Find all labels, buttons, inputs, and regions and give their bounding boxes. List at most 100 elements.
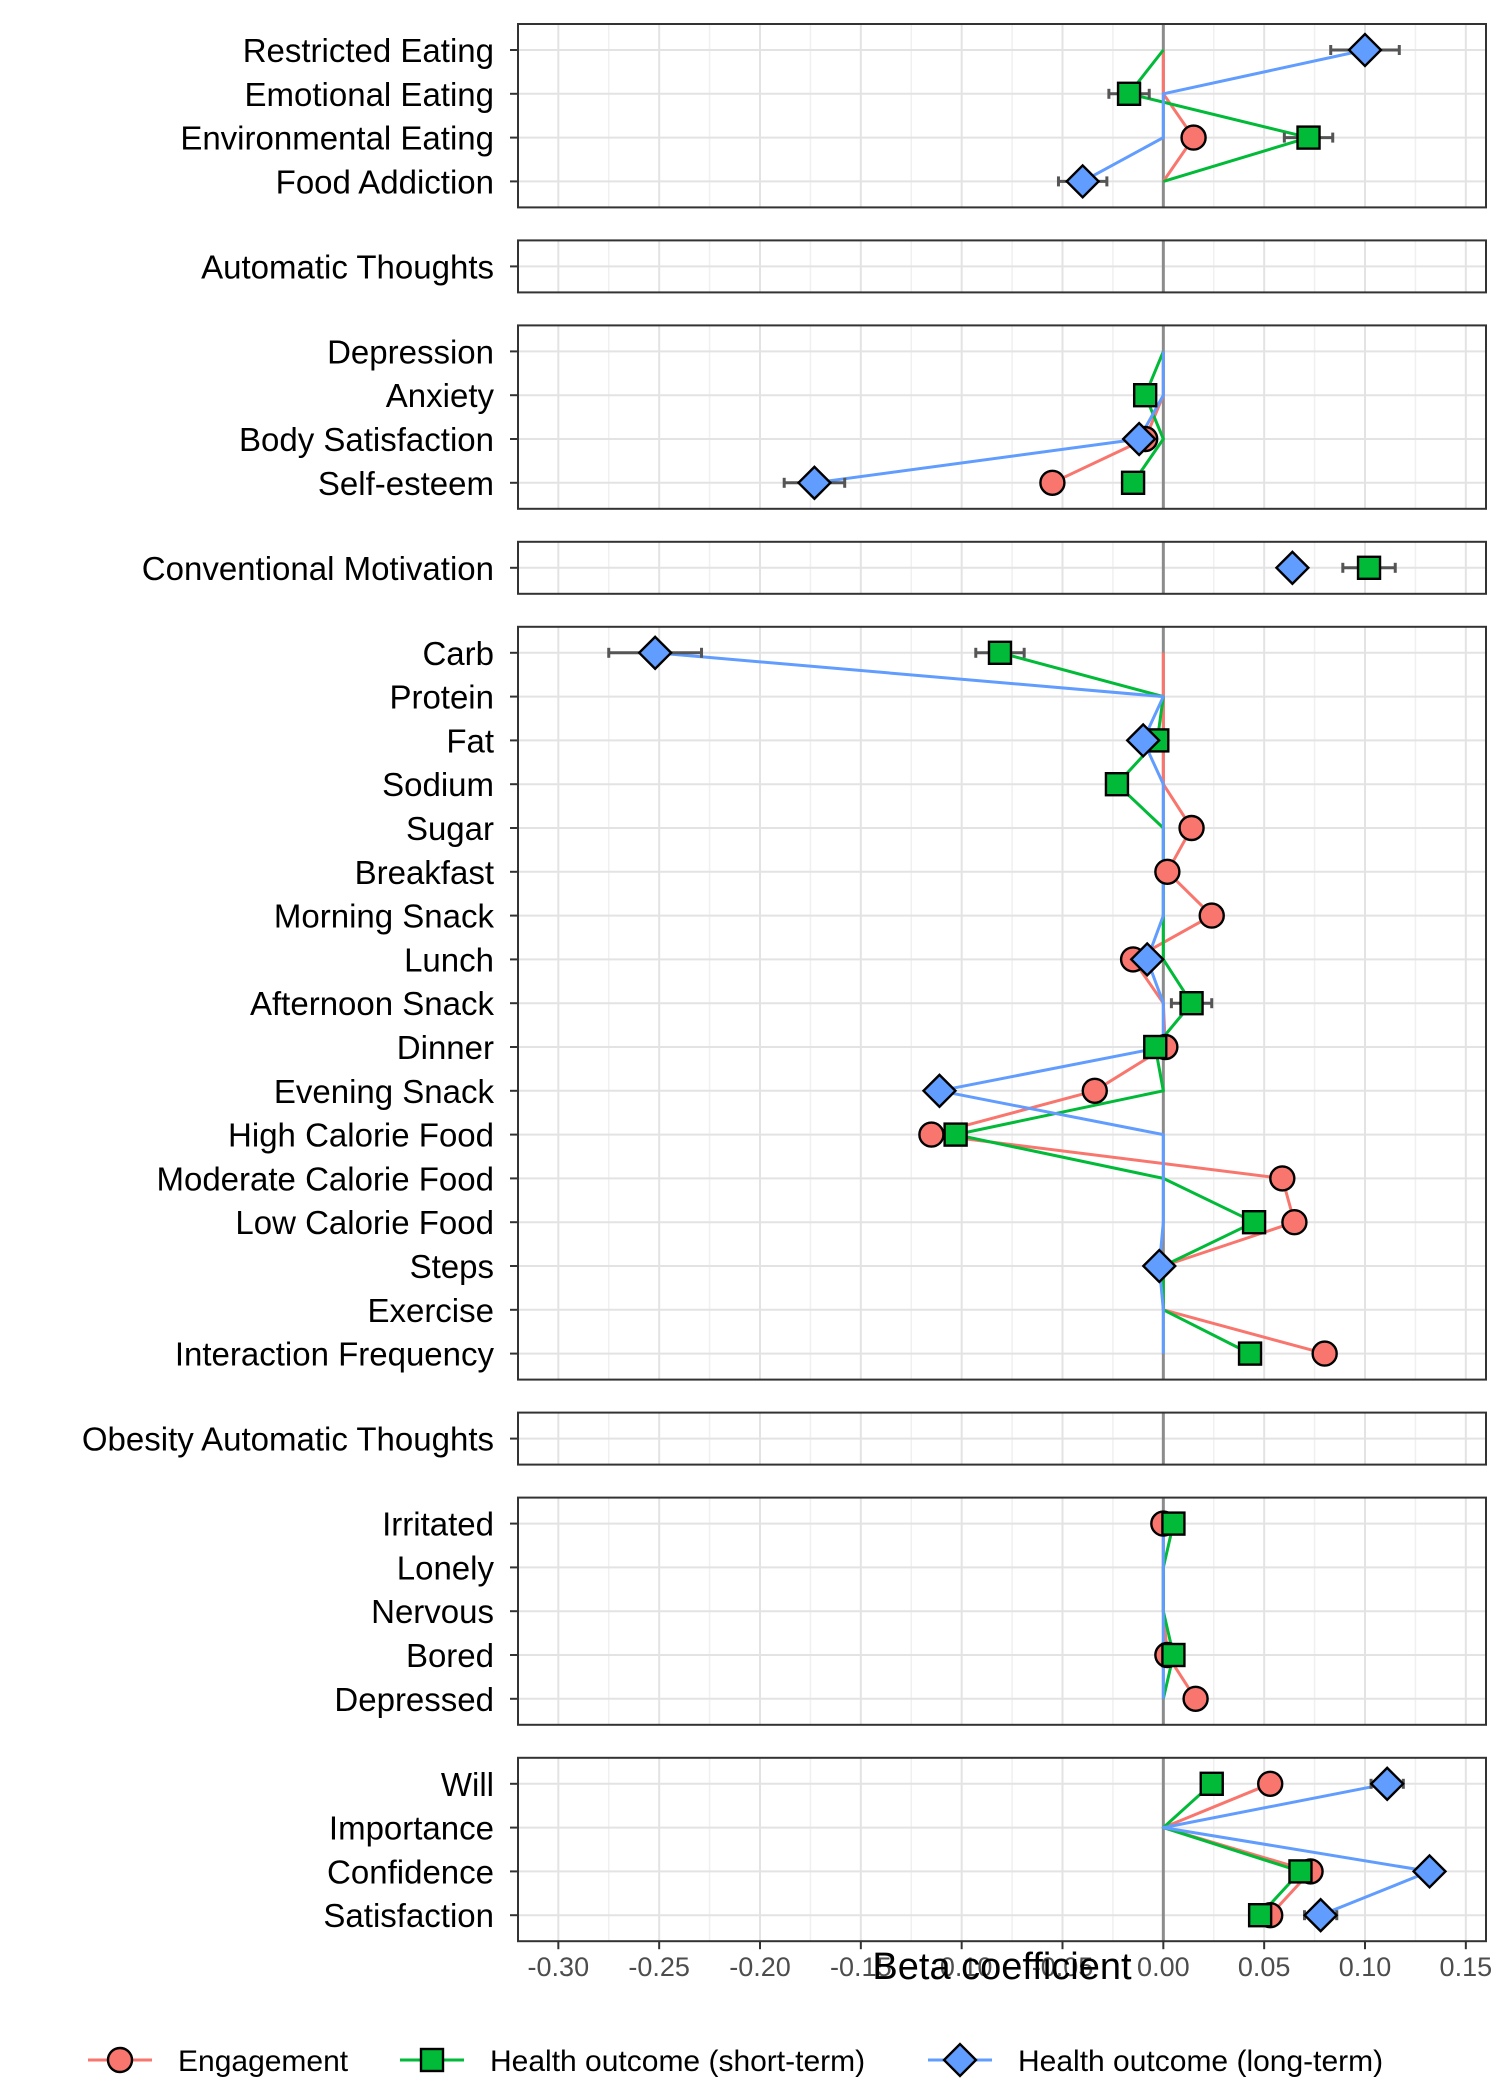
x-tick-label: -0.05 [1032, 1952, 1094, 1982]
panel-frame [517, 23, 1487, 209]
legend-item: Health outcome (long-term) [928, 2042, 1383, 2078]
data-point-circle [1281, 1208, 1308, 1236]
category-label: Low Calorie Food [235, 1204, 494, 1241]
data-point-diamond [796, 465, 833, 501]
data-point-square [1161, 1642, 1186, 1668]
series-line-square [1131, 350, 1165, 484]
category-label: Carb [422, 635, 494, 672]
data-points [796, 383, 1159, 501]
legend-label: Health outcome (long-term) [1018, 2045, 1383, 2078]
x-tick-label: 0.00 [1137, 1952, 1190, 1982]
series-lines [1161, 1523, 1197, 1700]
category-label: Emotional Eating [245, 76, 494, 113]
data-point-circle [1269, 1165, 1296, 1192]
data-point-square [1116, 81, 1142, 107]
category-label: Self-esteem [318, 465, 494, 502]
data-point-circle [918, 1121, 945, 1148]
category-label: Restricted Eating [243, 32, 494, 69]
category-label: Sugar [406, 810, 494, 847]
data-point-diamond [1411, 1853, 1448, 1890]
legend-label: Health outcome (short-term) [490, 2045, 865, 2078]
category-label: Exercise [367, 1292, 494, 1329]
series-line-circle [1161, 50, 1196, 183]
data-point-circle [1198, 902, 1225, 929]
category-label: Anxiety [386, 377, 495, 414]
data-point-circle [1257, 1770, 1284, 1798]
data-point-diamond [1129, 941, 1165, 978]
data-point-diamond [637, 635, 673, 671]
legend-marker-square [419, 2047, 445, 2073]
panel-3: Depression Anxiety Body Satisfaction Self-e… [239, 324, 1487, 510]
category-label: Depressed [334, 1681, 494, 1718]
panel-7: Irritated Lonely Nervous Bored Depressed [334, 1496, 1487, 1726]
category-label: Body Satisfaction [239, 421, 494, 458]
data-point-square [1132, 383, 1158, 408]
category-label: Lunch [404, 941, 494, 978]
category-label: Will [441, 1766, 494, 1803]
category-label: Conventional Motivation [142, 550, 494, 587]
x-tick-label: -0.30 [528, 1952, 590, 1982]
data-point-circle [1180, 124, 1207, 151]
data-points [1150, 1510, 1209, 1713]
data-point-square [1241, 1209, 1267, 1235]
legend-marker-diamond [942, 2042, 978, 2078]
data-point-diamond [1065, 163, 1101, 200]
x-tick-label: 0.15 [1440, 1952, 1493, 1982]
category-label: Food Addiction [276, 163, 494, 200]
data-point-diamond [1121, 421, 1157, 457]
data-point-square [1143, 1034, 1168, 1060]
series-lines [1161, 1782, 1432, 1917]
category-label: Breakfast [355, 854, 494, 891]
data-point-square [987, 640, 1013, 665]
series-lines [1081, 48, 1366, 183]
category-label: Interaction Frequency [175, 1336, 495, 1373]
x-axis-label: Beta coefficient [872, 1946, 1132, 1988]
data-point-diamond [1369, 1766, 1405, 1802]
data-point-square [1247, 1902, 1273, 1928]
data-points [1065, 32, 1383, 200]
panel-5: Carb Protein Fat Sodium Sugar Breakfast Mornin… [156, 625, 1487, 1381]
category-label: Lonely [397, 1549, 495, 1586]
legend-marker-circle [106, 2046, 134, 2074]
legend-item: Health outcome (short-term) [400, 2045, 865, 2078]
data-point-circle [1039, 469, 1066, 496]
panel-6: Obesity Automatic Thoughts [82, 1411, 1487, 1466]
panel-background [518, 24, 1486, 208]
panel-background [518, 325, 1486, 509]
data-point-circle [1154, 858, 1181, 885]
series-line-circle [1161, 1782, 1313, 1917]
category-label: High Calorie Food [228, 1117, 494, 1154]
chart-panels: Restricted Eating Emotional Eating Environ… [82, 23, 1487, 1943]
category-label: Sodium [382, 766, 494, 803]
data-point-diamond [1125, 722, 1161, 759]
category-label: Automatic Thoughts [201, 248, 494, 285]
category-label: Evening Snack [274, 1073, 495, 1110]
series-line-square [1161, 1782, 1302, 1917]
series-line-diamond [655, 651, 1165, 1354]
category-label: Importance [329, 1810, 494, 1847]
category-label: Irritated [382, 1506, 494, 1543]
category-label: Bored [406, 1637, 494, 1674]
category-label: Satisfaction [323, 1897, 494, 1934]
series-line-diamond [1161, 1782, 1432, 1917]
data-point-circle [1178, 814, 1205, 842]
category-label: Dinner [397, 1029, 494, 1066]
category-label: Afternoon Snack [250, 985, 494, 1022]
data-point-diamond [1141, 1248, 1177, 1284]
gridlines [518, 1412, 1486, 1465]
series-lines [814, 350, 1165, 485]
series-line-square [1127, 49, 1311, 183]
category-label: Depression [327, 333, 494, 370]
gridlines [518, 541, 1486, 594]
data-points [637, 635, 1338, 1367]
category-label: Nervous [371, 1593, 494, 1630]
category-label: Protein [389, 679, 494, 716]
data-point-diamond [1347, 32, 1383, 68]
data-point-square [943, 1122, 968, 1147]
panel-frame [517, 1756, 1487, 1943]
gridlines [518, 626, 1486, 1380]
category-label: Fat [446, 722, 494, 759]
data-point-square [1356, 555, 1382, 580]
x-axis: -0.30 -0.25 -0.20 -0.15 -0.10 -0.05 0.00 0.05 0.… [528, 1941, 1493, 1982]
